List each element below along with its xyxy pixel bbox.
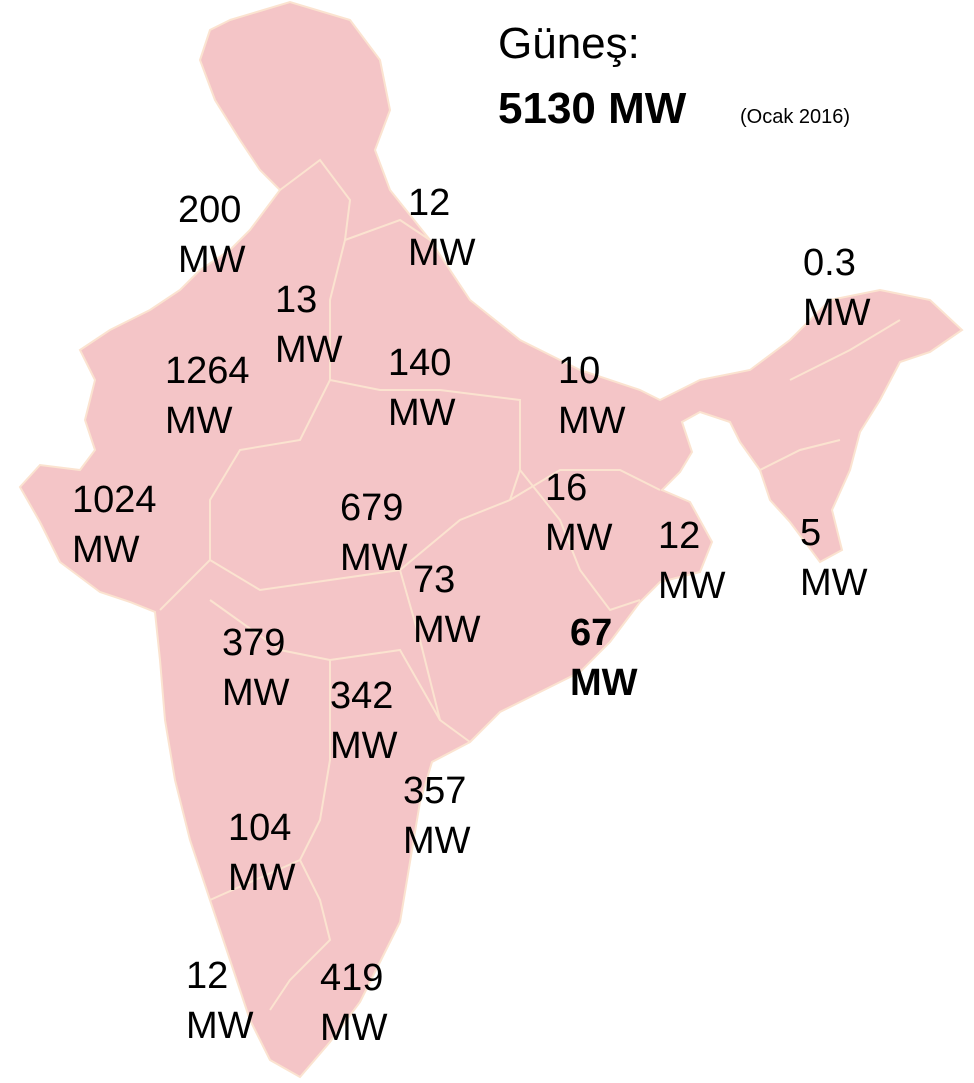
label-unit: MW: [658, 565, 726, 607]
label-unit: MW: [800, 562, 868, 604]
label-value: 0.3: [803, 242, 856, 284]
label-value: 16: [545, 467, 587, 509]
label-value: 13: [275, 279, 317, 321]
label-value: 104: [228, 807, 291, 849]
label-value: 357: [403, 770, 466, 812]
label-unit: MW: [165, 400, 233, 442]
label-unit: MW: [545, 517, 613, 559]
label-value: 419: [320, 957, 383, 999]
title: Güneş:: [498, 19, 640, 68]
label-value: 12: [186, 955, 228, 997]
label-value: 5: [800, 512, 821, 554]
label-unit: MW: [222, 672, 290, 714]
label-value: 10: [558, 350, 600, 392]
label-unit: MW: [228, 857, 296, 899]
label-unit: MW: [178, 239, 246, 281]
state-borders: [159, 158, 901, 1011]
label-value: 379: [222, 622, 285, 664]
label-value: 67: [570, 612, 612, 654]
label-unit: MW: [275, 329, 343, 371]
label-unit: MW: [403, 820, 471, 862]
total: 5130 MW: [498, 84, 687, 133]
label-unit: MW: [558, 400, 626, 442]
label-unit: MW: [186, 1005, 254, 1047]
label-value: 73: [413, 559, 455, 601]
label-unit: MW: [803, 292, 871, 334]
india-outline: [18, 0, 964, 1079]
label-unit: MW: [570, 662, 638, 704]
label-unit: MW: [413, 609, 481, 651]
label-unit: MW: [330, 725, 398, 767]
label-value: 1024: [72, 479, 157, 521]
label-unit: MW: [320, 1007, 388, 1049]
label-unit: MW: [408, 232, 476, 274]
label-value: 140: [388, 342, 451, 384]
label-unit: MW: [388, 392, 456, 434]
label-value: 12: [408, 182, 450, 224]
label-unit: MW: [72, 529, 140, 571]
total-value: 5130: [498, 84, 596, 133]
label-value: 12: [658, 515, 700, 557]
date: (Ocak 2016): [740, 106, 850, 128]
label-value: 342: [330, 675, 393, 717]
label-value: 679: [340, 487, 403, 529]
total-unit: MW: [608, 84, 687, 133]
label-value: 1264: [165, 350, 250, 392]
label-unit: MW: [340, 537, 408, 579]
label-value: 200: [178, 189, 241, 231]
